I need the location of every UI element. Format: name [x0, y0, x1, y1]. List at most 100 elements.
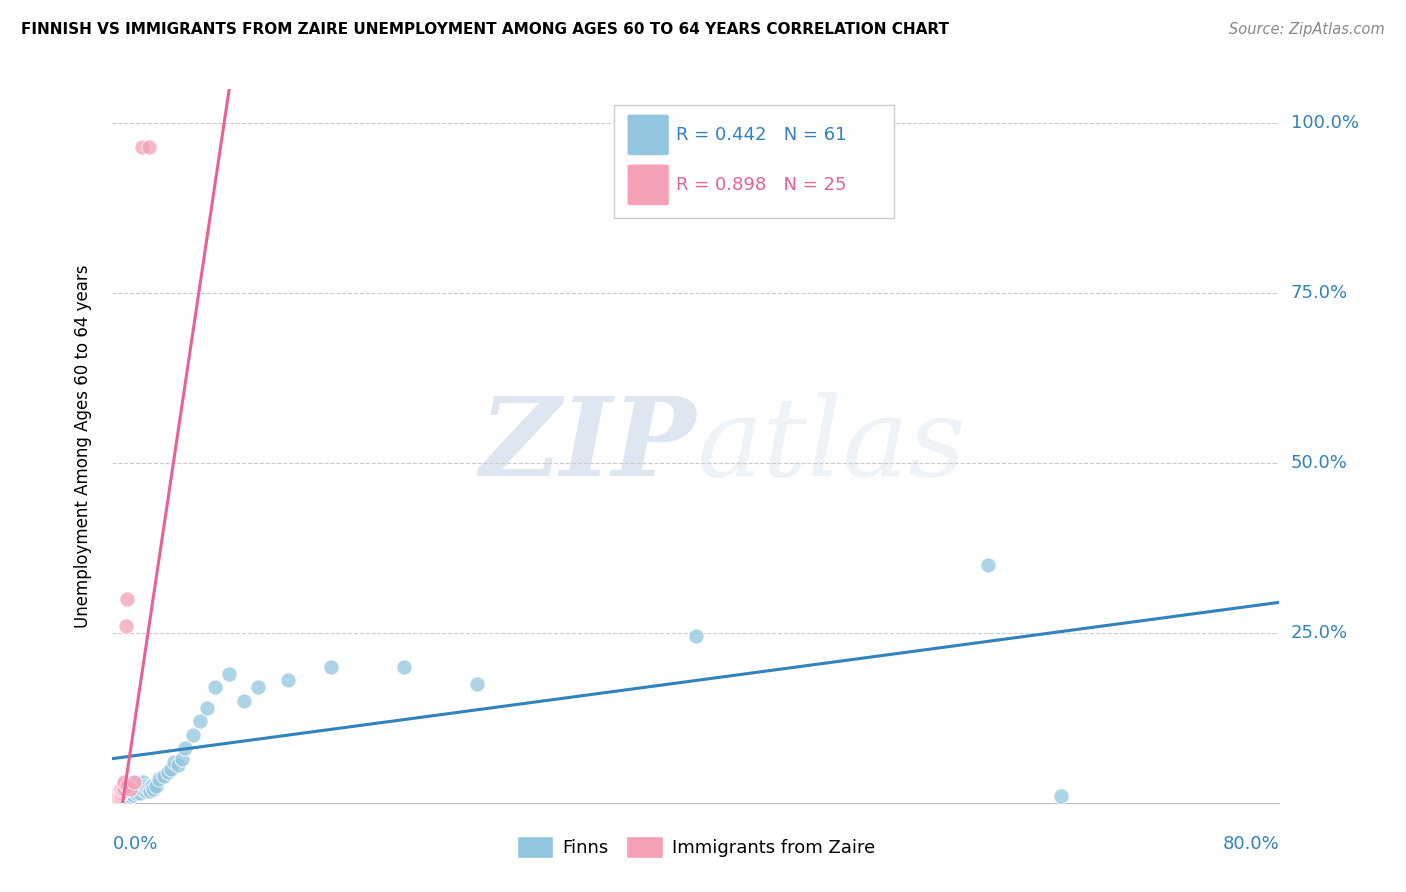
Point [107, 789, 129, 803]
FancyBboxPatch shape [614, 105, 894, 218]
Point [139, 783, 162, 797]
Point [181, 728, 204, 742]
Point [195, 700, 218, 714]
Point [188, 714, 211, 729]
Point [160, 762, 183, 776]
Point [122, 779, 145, 793]
Y-axis label: Unemployment Among Ages 60 to 64 years: Unemployment Among Ages 60 to 64 years [73, 264, 91, 628]
Point [107, 786, 129, 800]
Point [114, 782, 136, 797]
Point [163, 755, 186, 769]
Point [120, 782, 142, 797]
Point [111, 779, 134, 793]
Point [141, 779, 163, 793]
Point [104, 792, 127, 806]
Point [976, 558, 998, 572]
Point [156, 765, 179, 780]
Text: R = 0.898   N = 25: R = 0.898 N = 25 [676, 176, 846, 194]
Point [138, 140, 160, 154]
Point [124, 775, 146, 789]
Point [142, 782, 165, 797]
Point [132, 775, 155, 789]
Point [112, 782, 135, 797]
Point [105, 790, 128, 805]
Point [107, 791, 129, 805]
Point [111, 783, 134, 797]
Point [118, 782, 141, 797]
Point [125, 786, 148, 800]
Point [114, 789, 136, 803]
Text: ZIP: ZIP [479, 392, 696, 500]
Point [110, 786, 132, 800]
Point [115, 790, 138, 805]
Text: R = 0.442   N = 61: R = 0.442 N = 61 [676, 126, 846, 144]
Point [1049, 789, 1071, 803]
Point [105, 790, 128, 805]
Point [108, 783, 131, 797]
Point [115, 779, 138, 793]
Point [131, 140, 153, 154]
FancyBboxPatch shape [627, 114, 669, 155]
Point [104, 789, 127, 803]
Point [105, 786, 128, 800]
FancyBboxPatch shape [627, 164, 669, 205]
Point [129, 786, 152, 800]
Point [122, 788, 145, 802]
Point [247, 680, 270, 694]
Point [145, 779, 167, 793]
Point [128, 779, 150, 793]
Point [120, 786, 142, 800]
Point [127, 782, 149, 797]
Text: atlas: atlas [696, 392, 966, 500]
Point [115, 591, 138, 606]
Text: 75.0%: 75.0% [1291, 284, 1348, 302]
Point [110, 790, 132, 805]
Point [115, 779, 138, 793]
Point [392, 660, 416, 674]
Point [124, 783, 146, 797]
Text: 80.0%: 80.0% [1223, 835, 1279, 853]
Legend: Finns, Immigrants from Zaire: Finns, Immigrants from Zaire [510, 829, 882, 865]
Text: 0.0%: 0.0% [112, 835, 157, 853]
Point [111, 789, 134, 803]
Point [167, 758, 190, 772]
Point [110, 782, 132, 797]
Point [118, 789, 141, 803]
Point [112, 788, 135, 802]
Point [276, 673, 298, 688]
Point [174, 741, 197, 756]
Text: 100.0%: 100.0% [1291, 114, 1358, 132]
Text: 25.0%: 25.0% [1291, 624, 1348, 642]
Point [124, 775, 146, 789]
Point [152, 769, 174, 783]
Point [105, 788, 128, 802]
Point [108, 789, 131, 803]
Point [115, 786, 138, 800]
Point [117, 788, 139, 802]
Point [134, 779, 156, 793]
Point [204, 680, 226, 694]
Point [108, 782, 131, 797]
Point [321, 660, 343, 674]
Point [108, 788, 131, 802]
Point [138, 782, 160, 797]
Text: 50.0%: 50.0% [1291, 454, 1347, 472]
Point [104, 791, 127, 805]
Point [111, 786, 134, 800]
Point [112, 783, 135, 797]
Point [114, 619, 136, 633]
Point [118, 780, 141, 795]
Text: Source: ZipAtlas.com: Source: ZipAtlas.com [1229, 22, 1385, 37]
Point [685, 629, 707, 643]
Point [232, 694, 254, 708]
Point [112, 775, 135, 789]
Point [148, 772, 170, 786]
Point [103, 792, 125, 806]
Point [136, 780, 159, 795]
Point [108, 788, 131, 802]
Point [135, 783, 157, 797]
Point [218, 666, 240, 681]
Text: FINNISH VS IMMIGRANTS FROM ZAIRE UNEMPLOYMENT AMONG AGES 60 TO 64 YEARS CORRELAT: FINNISH VS IMMIGRANTS FROM ZAIRE UNEMPLO… [21, 22, 949, 37]
Point [117, 783, 139, 797]
Point [172, 751, 194, 765]
